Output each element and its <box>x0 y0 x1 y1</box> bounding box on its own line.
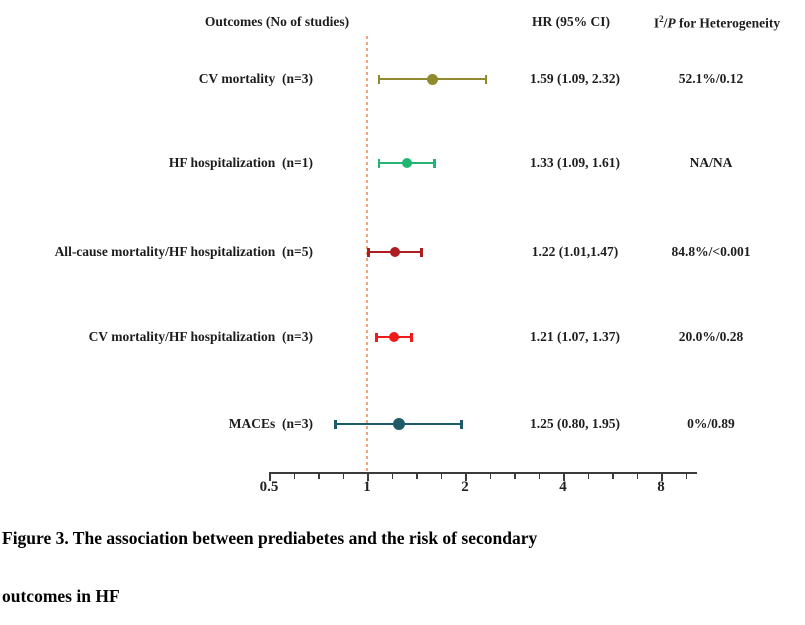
minor-tick <box>538 474 541 479</box>
ci-cap-high <box>420 247 423 257</box>
heterogeneity-value: 0%/0.89 <box>687 416 735 431</box>
x-axis-tick-label: 4 <box>559 479 567 495</box>
column-header-hr: HR (95% CI) <box>532 14 610 29</box>
point-estimate-marker <box>402 158 413 168</box>
hr-ci-value: 1.33 (1.09, 1.61) <box>530 155 620 170</box>
ci-cap-high <box>484 74 488 84</box>
minor-tick <box>342 474 345 479</box>
heterogeneity-value: NA/NA <box>689 155 733 170</box>
ci-cap-low <box>377 158 381 168</box>
minor-tick <box>440 474 443 479</box>
x-axis-line <box>269 472 697 474</box>
major-tick <box>563 474 565 481</box>
ci-cap-high <box>410 332 413 342</box>
outcome-label: CV mortality/HF hospitalization (n=3) <box>88 329 313 344</box>
minor-tick <box>416 474 418 479</box>
ci-cap-low <box>367 247 370 257</box>
ci-cap-high <box>460 419 463 429</box>
point-estimate-marker <box>427 73 439 85</box>
column-header-heterogeneity: I2/P for Heterogeneity <box>654 14 780 32</box>
x-axis-tick-label: 8 <box>657 479 665 495</box>
outcome-label: All-cause mortality/HF hospitalization (… <box>54 244 313 259</box>
het-header-i: I <box>653 15 660 31</box>
outcome-label: MACEs (n=3) <box>228 416 313 431</box>
heterogeneity-value: 84.8%/<0.001 <box>671 244 751 259</box>
minor-tick <box>685 474 688 479</box>
outcome-label: CV mortality (n=3) <box>198 71 313 86</box>
minor-tick <box>636 474 639 479</box>
hr-ci-value: 1.21 (1.07, 1.37) <box>530 329 620 344</box>
ci-cap-low <box>334 419 337 429</box>
heterogeneity-value: 20.0%/0.28 <box>678 329 744 344</box>
point-estimate-marker <box>390 247 401 257</box>
heterogeneity-value: 52.1%/0.12 <box>678 71 744 86</box>
minor-tick <box>318 474 320 479</box>
het-header-sup2: 2 <box>659 14 664 24</box>
hr-ci-value: 1.22 (1.01,1.47) <box>531 244 619 259</box>
major-tick <box>367 474 369 481</box>
het-header-p: P <box>667 15 676 31</box>
x-axis-tick-label: 0.5 <box>259 479 279 495</box>
hr-ci-value: 1.25 (0.80, 1.95) <box>530 416 620 431</box>
minor-tick <box>293 474 296 479</box>
x-axis-tick-label: 2 <box>461 479 469 495</box>
figure-caption-line2: outcomes in HF <box>2 586 120 606</box>
minor-tick <box>612 474 614 479</box>
minor-tick <box>391 474 394 479</box>
reference-line <box>366 36 368 473</box>
outcome-label: HF hospitalization (n=1) <box>168 155 313 170</box>
ci-cap-high <box>433 158 436 168</box>
minor-tick <box>514 474 516 479</box>
het-header-rest: for Heterogeneity <box>675 15 781 31</box>
figure-caption-line1: Figure 3. The association between predia… <box>2 528 538 548</box>
point-estimate-marker <box>392 418 405 430</box>
point-estimate-marker <box>388 332 399 342</box>
x-axis-tick-label: 1 <box>363 479 371 495</box>
hr-ci-value: 1.59 (1.09, 2.32) <box>530 71 620 86</box>
ci-cap-low <box>377 74 381 84</box>
major-tick <box>661 474 663 481</box>
minor-tick <box>587 474 590 479</box>
ci-cap-low <box>375 332 378 342</box>
minor-tick <box>489 474 492 479</box>
major-tick <box>465 474 467 481</box>
het-header-slash: / <box>663 15 668 31</box>
major-tick <box>269 474 271 481</box>
column-header-outcomes: Outcomes (No of studies) <box>204 14 350 29</box>
